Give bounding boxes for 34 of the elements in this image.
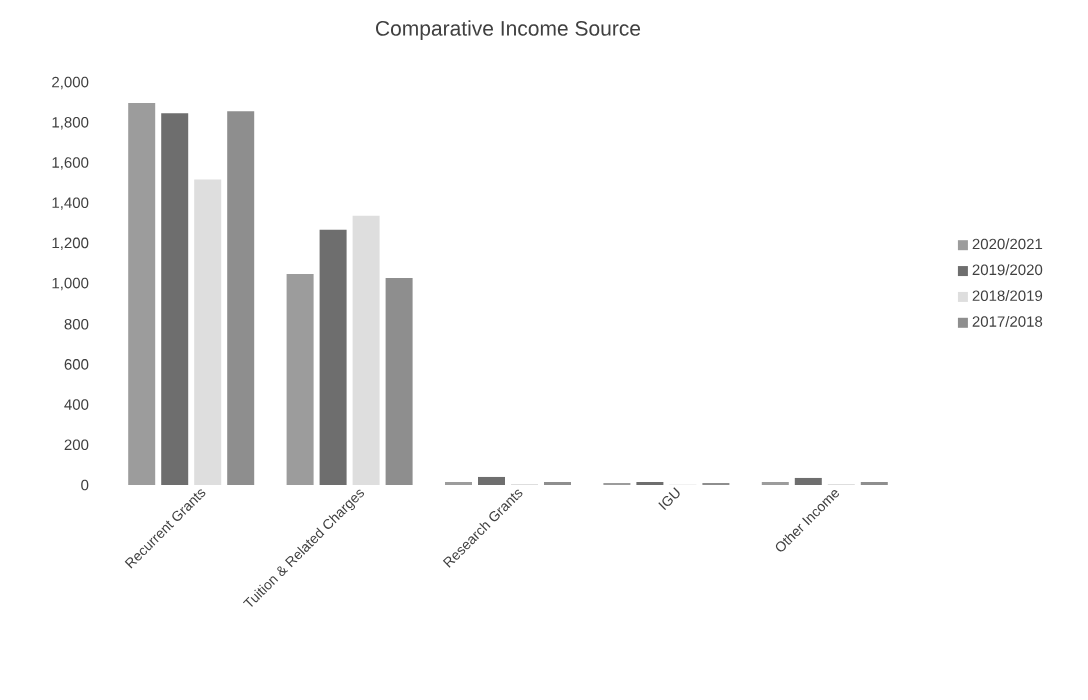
y-tick-label: 600 [64, 359, 89, 370]
bar [319, 229, 347, 485]
y-tick-label: 0 [81, 479, 89, 491]
bar [860, 481, 888, 485]
bar [385, 277, 413, 485]
y-tick-label: 1,200 [52, 237, 89, 250]
y-tick-label: 200 [64, 439, 89, 451]
bar [161, 113, 189, 485]
bar [761, 481, 789, 485]
legend-label: 2020/2021 [972, 238, 1043, 250]
legend-label: 2018/2019 [972, 290, 1043, 302]
y-tick-label: 1,600 [52, 157, 89, 170]
chart-title: Comparative Income Source [376, 20, 641, 40]
bar [286, 273, 314, 485]
bar [352, 215, 380, 485]
bar [702, 482, 730, 485]
y-tick-label: 800 [64, 318, 89, 330]
bar [636, 481, 664, 485]
y-tick-label: 1,800 [52, 116, 89, 130]
y-tick-label: 1,400 [52, 197, 89, 210]
y-tick-label: 1,000 [52, 277, 89, 291]
bar [603, 482, 631, 485]
legend-label: 2017/2018 [972, 315, 1043, 327]
legend-label: 2019/2020 [972, 264, 1043, 276]
y-tick-label: 2,000 [52, 76, 89, 90]
y-tick-label: 400 [64, 399, 89, 410]
bar [128, 103, 156, 485]
bar [445, 481, 472, 485]
bar [544, 481, 571, 485]
bar [227, 111, 255, 485]
bar [194, 179, 222, 485]
bar [478, 476, 505, 485]
bar [794, 477, 822, 485]
x-tick-label: IGU [658, 487, 680, 511]
